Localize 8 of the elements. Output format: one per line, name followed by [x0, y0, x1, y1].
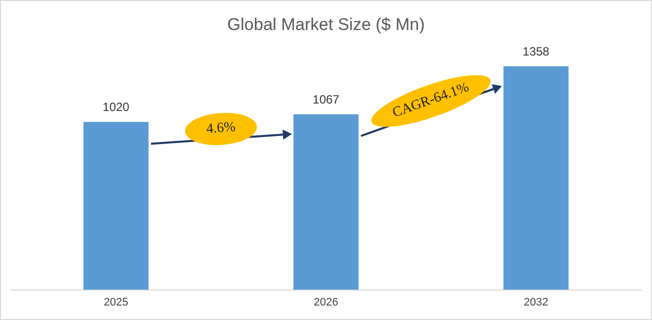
data-label: 1067 [312, 92, 340, 107]
data-label: 1358 [522, 44, 550, 59]
x-tick-label: 2025 [104, 296, 128, 308]
x-tick-label: 2032 [524, 296, 548, 308]
data-label: 1020 [102, 100, 130, 114]
x-tick-label: 2026 [314, 296, 338, 308]
annotation: 4.6% [204, 119, 238, 140]
chart-title: Global Market Size ($ Mn) [227, 14, 425, 34]
